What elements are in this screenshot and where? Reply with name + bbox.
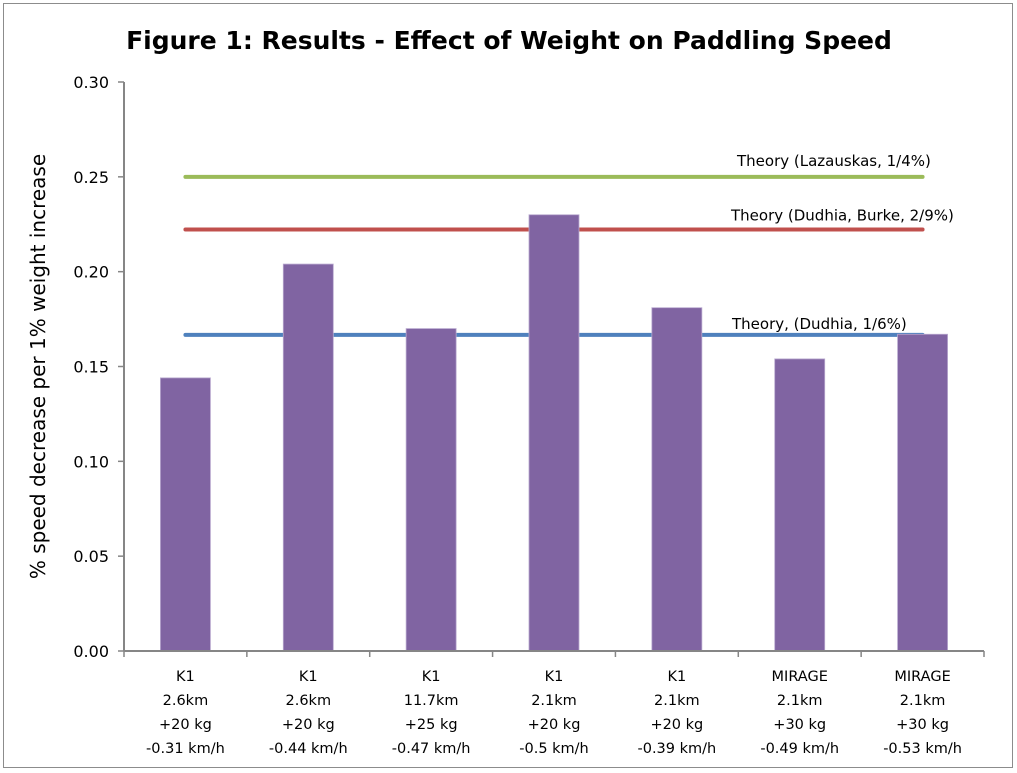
reference-line-label: Theory, (Dudhia, 1/6%) — [731, 315, 907, 333]
reference-line-label: Theory (Dudhia, Burke, 2/9%) — [730, 207, 954, 225]
x-tick-label-line: K1 — [176, 669, 195, 685]
x-tick-label-line: -0.47 km/h — [392, 741, 471, 757]
chart-frame: Figure 1: Results - Effect of Weight on … — [3, 3, 1013, 768]
x-tick-label-line: 2.1km — [654, 693, 700, 709]
x-tick-label-line: +20 kg — [159, 717, 212, 733]
x-tick-label: MIRAGE 2.1km +30 kg -0.49 km/h — [760, 669, 839, 757]
x-tick-labels: K1 2.6km +20 kg -0.31 km/h K1 2.6km +20 kg -0.4… — [146, 669, 962, 757]
x-tick-label-line: +20 kg — [650, 717, 703, 733]
x-tick-label-line: -0.5 km/h — [519, 741, 589, 757]
y-tick-label: 0.20 — [73, 263, 109, 282]
x-tick-label-line: -0.31 km/h — [146, 741, 225, 757]
x-tick-label-line: MIRAGE — [772, 669, 828, 685]
x-tick-label-line: 2.1km — [900, 693, 946, 709]
x-tick-label-line: -0.49 km/h — [760, 741, 839, 757]
x-tick-label-line: -0.44 km/h — [269, 741, 348, 757]
x-tick-label-line: +20 kg — [282, 717, 335, 733]
x-tick-label-line: 2.6km — [163, 693, 209, 709]
x-tick-label-line: K1 — [545, 669, 564, 685]
y-tick-label: 0.30 — [73, 73, 109, 92]
x-tick-label-line: -0.39 km/h — [637, 741, 716, 757]
reference-line-labels: Theory (Lazauskas, 1/4%) Theory (Dudhia, … — [730, 152, 954, 333]
x-tick-label-line: +30 kg — [896, 717, 949, 733]
bar — [897, 333, 948, 652]
x-tick-label-line: K1 — [422, 669, 441, 685]
bar — [651, 307, 703, 652]
x-tick-label-line: -0.53 km/h — [883, 741, 962, 757]
y-axis-label: % speed decrease per 1% weight increase — [26, 154, 50, 579]
bars — [160, 214, 948, 652]
bar — [160, 377, 211, 652]
x-tick-label-line: +20 kg — [528, 717, 581, 733]
x-tick-label-line: 2.6km — [285, 693, 331, 709]
x-tick-label-line: 11.7km — [404, 693, 459, 709]
bar — [528, 214, 580, 652]
y-tick-label: 0.10 — [73, 452, 109, 471]
y-ticks: 0.00 0.05 0.10 0.15 0.20 0.25 0.30 — [73, 73, 124, 661]
chart: Figure 1: Results - Effect of Weight on … — [26, 26, 985, 757]
x-tick-label-line: MIRAGE — [894, 669, 950, 685]
x-tick-label-line: +30 kg — [773, 717, 826, 733]
x-tick-label-line: K1 — [667, 669, 686, 685]
x-tick-label-line: K1 — [299, 669, 318, 685]
bar — [405, 328, 457, 652]
x-tick-label: K1 11.7km +25 kg -0.47 km/h — [392, 669, 471, 757]
y-tick-label: 0.00 — [73, 642, 109, 661]
bar — [282, 263, 334, 652]
x-tick-label: K1 2.1km +20 kg -0.39 km/h — [637, 669, 716, 757]
x-tick-label: MIRAGE 2.1km +30 kg -0.53 km/h — [883, 669, 962, 757]
y-tick-label: 0.05 — [73, 547, 109, 566]
x-tick-label-line: +25 kg — [405, 717, 458, 733]
x-tick-label: K1 2.1km +20 kg -0.5 km/h — [519, 669, 589, 757]
x-tick-label-line: 2.1km — [531, 693, 577, 709]
x-tick-label: K1 2.6km +20 kg -0.31 km/h — [146, 669, 225, 757]
y-tick-label: 0.15 — [73, 358, 109, 377]
bar — [774, 358, 826, 652]
x-tick-label: K1 2.6km +20 kg -0.44 km/h — [269, 669, 348, 757]
reference-line-label: Theory (Lazauskas, 1/4%) — [736, 152, 931, 170]
chart-title: Figure 1: Results - Effect of Weight on … — [126, 26, 892, 55]
y-tick-label: 0.25 — [73, 168, 109, 187]
x-tick-label-line: 2.1km — [777, 693, 823, 709]
